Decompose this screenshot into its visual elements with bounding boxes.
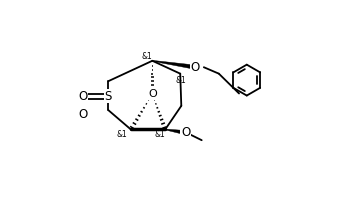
- Polygon shape: [152, 60, 196, 69]
- Text: &1: &1: [176, 76, 187, 85]
- Polygon shape: [165, 129, 186, 135]
- Text: &1: &1: [142, 52, 152, 61]
- Text: O: O: [191, 61, 200, 74]
- Text: O: O: [181, 126, 190, 139]
- Text: &1: &1: [117, 130, 127, 139]
- Text: S: S: [105, 90, 112, 103]
- Text: O: O: [148, 89, 157, 99]
- Text: &1: &1: [155, 130, 165, 139]
- Text: O: O: [79, 90, 88, 103]
- Text: O: O: [79, 108, 88, 121]
